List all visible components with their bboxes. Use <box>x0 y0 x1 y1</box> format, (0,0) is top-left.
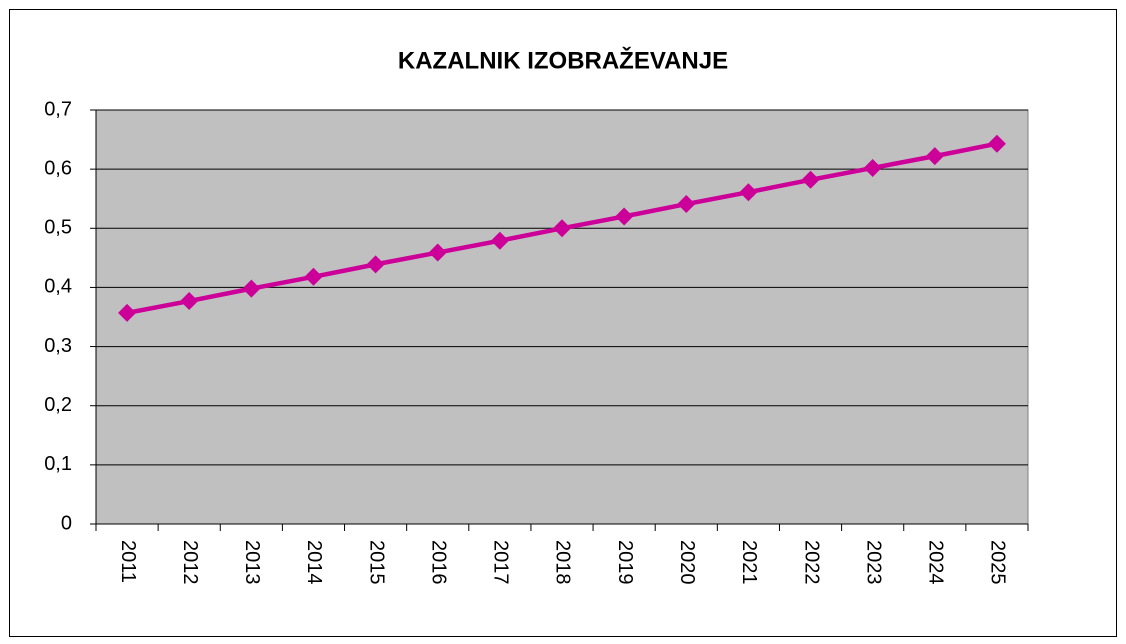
x-tick-label: 2021 <box>738 540 760 585</box>
y-tick-label: 0 <box>61 512 72 534</box>
y-tick-label: 0,4 <box>44 276 72 298</box>
data-marker <box>553 219 571 238</box>
x-tick-label: 2025 <box>987 540 1009 585</box>
data-marker <box>739 183 758 202</box>
x-tick-label: 2017 <box>490 540 512 585</box>
x-tick-label: 2012 <box>179 540 201 585</box>
y-tick-label: 0,3 <box>44 335 72 357</box>
x-tick-label: 2015 <box>365 540 387 585</box>
data-marker <box>242 279 261 298</box>
x-tick-label: 2011 <box>117 540 139 583</box>
data-marker <box>118 303 137 322</box>
x-tick-label: 2023 <box>862 540 884 585</box>
x-tick-label: 2020 <box>676 540 698 585</box>
data-marker <box>180 292 199 311</box>
data-marker <box>677 195 696 214</box>
y-tick-label: 0,5 <box>44 217 72 239</box>
data-marker <box>925 147 944 166</box>
x-tick-label: 2022 <box>800 540 822 585</box>
x-tick-label: 2016 <box>427 540 449 585</box>
data-marker <box>863 158 882 177</box>
x-tick-label: 2014 <box>303 540 325 585</box>
y-tick-label: 0,7 <box>44 98 72 120</box>
data-marker <box>428 243 447 262</box>
x-tick-label: 2018 <box>552 540 574 585</box>
data-marker <box>987 134 1006 153</box>
data-marker <box>615 207 634 226</box>
data-marker <box>490 231 509 250</box>
x-tick-label: 2024 <box>925 540 947 585</box>
data-marker <box>801 170 820 189</box>
y-tick-label: 0,2 <box>44 394 72 416</box>
y-tick-label: 0,1 <box>44 453 72 475</box>
data-marker <box>304 267 323 286</box>
plot-area <box>95 109 1029 525</box>
y-tick-label: 0,6 <box>44 157 72 179</box>
chart-title: KAZALNIK IZOBRAŽEVANJE <box>398 46 728 74</box>
data-marker <box>366 255 385 274</box>
x-tick-label: 2019 <box>614 540 636 585</box>
x-tick-label: 2013 <box>241 540 263 585</box>
